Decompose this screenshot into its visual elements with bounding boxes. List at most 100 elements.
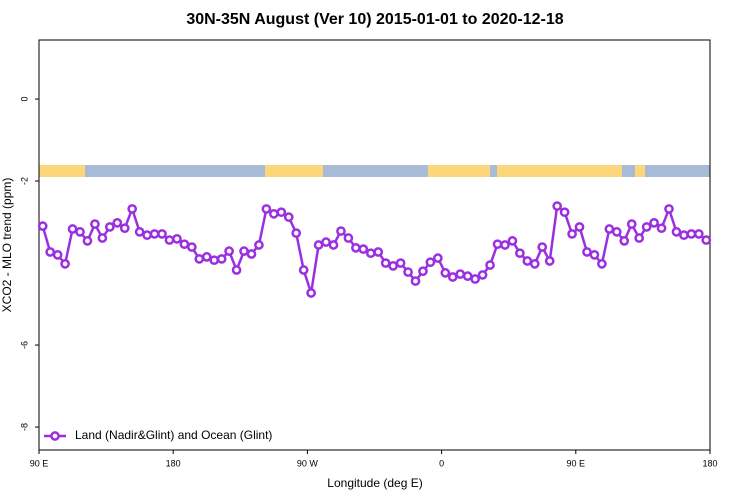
data-point: [75, 227, 85, 237]
data-point: [209, 255, 220, 266]
data-point: [425, 257, 436, 268]
x-tick-label: 180: [702, 458, 717, 468]
y-tick-label: 0: [19, 97, 29, 102]
data-point: [529, 259, 540, 269]
data-point: [306, 288, 316, 298]
data-point: [179, 239, 190, 250]
data-point: [544, 256, 555, 266]
data-point: [611, 227, 622, 237]
land-band: [497, 165, 622, 177]
data-point: [373, 247, 384, 257]
legend-label: Land (Nadir&Glint) and Ocean (Glint): [75, 428, 272, 442]
data-point: [358, 244, 369, 254]
data-point: [201, 252, 212, 262]
data-point: [90, 219, 100, 229]
data-point: [604, 224, 615, 234]
data-point: [664, 204, 674, 214]
data-point: [283, 212, 294, 222]
data-point: [641, 222, 652, 232]
data-point: [522, 256, 533, 266]
legend-marker: [50, 431, 60, 441]
data-point: [365, 248, 376, 259]
y-tick-label: -2: [19, 177, 29, 185]
data-point: [82, 236, 93, 246]
data-point: [395, 258, 406, 268]
data-point: [254, 240, 264, 250]
data-point: [582, 247, 592, 257]
y-tick-label: -8: [19, 423, 29, 431]
data-point: [626, 219, 637, 229]
data-point: [313, 240, 324, 250]
data-point: [142, 230, 152, 241]
x-tick-label: 90 E: [30, 458, 49, 468]
data-point: [119, 223, 130, 234]
data-point: [134, 227, 145, 237]
data-point: [537, 242, 548, 252]
data-point: [485, 260, 495, 270]
data-point: [447, 272, 458, 282]
land-band: [428, 165, 490, 177]
data-point: [671, 227, 682, 237]
data-point: [455, 269, 466, 279]
data-point: [470, 274, 480, 284]
data-point: [157, 229, 167, 239]
data-point: [276, 207, 287, 218]
data-point: [619, 236, 630, 246]
y-axis-label: XCO2 - MLO trend (ppm): [0, 178, 14, 313]
data-point: [172, 234, 182, 244]
x-tick-label: 0: [439, 458, 444, 468]
land-band: [265, 165, 323, 177]
data-point: [269, 208, 279, 219]
data-point: [291, 228, 302, 238]
data-point: [104, 222, 115, 232]
data-point: [477, 270, 488, 280]
data-point: [552, 201, 563, 211]
data-point: [37, 221, 48, 231]
data-point: [164, 235, 175, 245]
data-point: [500, 240, 510, 250]
data-point: [60, 259, 70, 269]
data-point: [380, 258, 391, 268]
x-tick-label: 90 W: [297, 458, 319, 468]
land-band: [39, 165, 85, 177]
x-tick-label: 90 E: [567, 458, 586, 468]
data-point: [574, 222, 585, 232]
data-point: [388, 261, 398, 271]
data-point: [351, 243, 361, 253]
x-tick-label: 180: [166, 458, 181, 468]
data-point: [686, 229, 697, 239]
chart-title: 30N-35N August (Ver 10) 2015-01-01 to 20…: [186, 11, 563, 28]
data-point: [321, 237, 331, 247]
data-point: [440, 268, 451, 278]
data-point: [336, 226, 346, 236]
data-point: [246, 249, 257, 259]
data-point: [186, 242, 197, 252]
data-point: [194, 254, 205, 264]
land-ocean-strip: [39, 165, 710, 177]
data-point: [52, 249, 63, 260]
data-point: [328, 240, 339, 250]
data-point: [507, 236, 518, 246]
data-point: [45, 247, 56, 257]
data-point: [656, 223, 667, 234]
data-point: [403, 267, 413, 277]
data-point: [224, 246, 234, 256]
data-point: [679, 230, 689, 241]
data-point: [239, 246, 249, 256]
data-point: [701, 235, 712, 245]
data-point: [261, 204, 272, 214]
data-point: [433, 253, 443, 263]
data-point: [492, 239, 503, 250]
data-point: [589, 249, 600, 260]
data-point: [343, 233, 354, 243]
data-point: [693, 229, 704, 239]
data-point: [410, 276, 421, 286]
data-point: [112, 218, 123, 228]
data-point: [515, 248, 525, 259]
data-point: [127, 204, 138, 214]
y-tick-label: -6: [19, 341, 29, 349]
data-point: [462, 271, 473, 282]
data-point: [97, 233, 108, 243]
data-point: [597, 259, 607, 269]
